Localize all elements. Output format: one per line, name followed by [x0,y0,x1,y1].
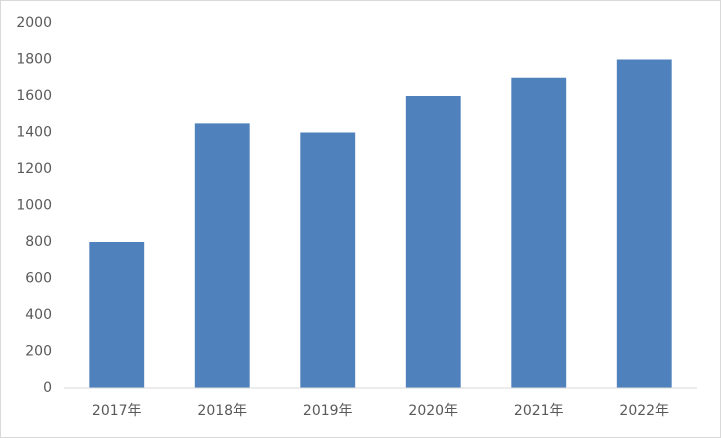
y-tick-label: 1000 [16,198,52,214]
y-tick-label: 800 [25,234,52,250]
x-tick-label: 2019年 [303,403,353,419]
bar [405,96,461,388]
bar [300,132,356,388]
x-tick-label: 2017年 [92,403,142,419]
x-tick-label: 2021年 [514,403,564,419]
bar [89,242,145,388]
y-tick-label: 1200 [16,161,52,177]
y-tick-label: 200 [25,344,52,360]
y-tick-label: 1600 [16,88,52,104]
bar [194,123,250,388]
bar [511,77,567,388]
y-tick-label: 400 [25,307,52,323]
y-tick-label: 600 [25,271,52,287]
x-tick-label: 2022年 [619,403,669,419]
y-tick-label: 0 [43,380,52,396]
y-tick-label: 1800 [16,52,52,68]
x-tick-label: 2018年 [197,403,247,419]
y-tick-label: 2000 [16,15,52,31]
bar [616,59,672,388]
y-tick-label: 1400 [16,125,52,141]
x-tick-label: 2020年 [408,403,458,419]
